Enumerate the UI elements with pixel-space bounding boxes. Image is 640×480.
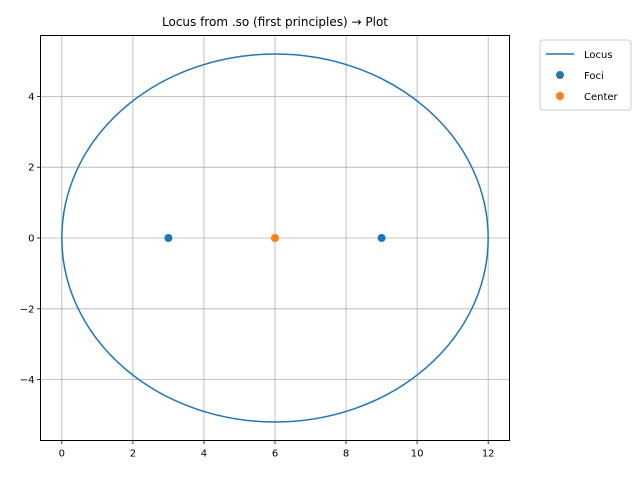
legend-label: Center (584, 92, 619, 103)
y-tick-label: 0 (28, 234, 34, 245)
x-tick-label: 10 (411, 449, 424, 460)
legend-marker-swatch (556, 92, 564, 100)
y-tick-label: −4 (20, 375, 35, 386)
x-tick-label: 4 (201, 449, 207, 460)
x-tick-label: 8 (343, 449, 349, 460)
foci-point (377, 234, 386, 242)
y-tick-label: −2 (20, 304, 35, 315)
y-tick-label: 2 (28, 163, 34, 174)
foci-point (164, 234, 173, 242)
grid (40, 35, 510, 441)
axis-ticks: 0 2 4 6 8 10 12 −4 −2 0 2 4 (20, 92, 495, 460)
legend-box (539, 39, 632, 111)
y-tick-label: 4 (28, 92, 34, 103)
center-point (271, 234, 279, 242)
x-tick-label: 0 (59, 449, 65, 460)
x-tick-label: 6 (272, 449, 278, 460)
legend-marker-swatch (556, 71, 564, 79)
legend: Locus Foci Center (539, 39, 632, 111)
x-tick-label: 2 (130, 449, 136, 460)
legend-label: Foci (584, 71, 604, 82)
locus-line (61, 53, 489, 423)
x-tick-label: 12 (482, 449, 495, 460)
plot-area (61, 53, 489, 423)
chart-title: Locus from .so (first principles) → Plot (162, 15, 388, 29)
legend-label: Locus (584, 50, 613, 61)
